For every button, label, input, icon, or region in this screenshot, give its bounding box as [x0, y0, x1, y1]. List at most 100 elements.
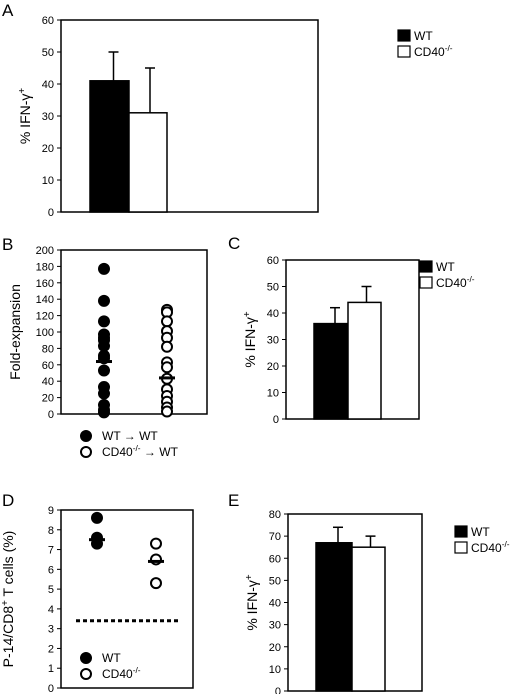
- y-tick-label: 80: [42, 343, 54, 355]
- y-tick-label: 7: [48, 545, 54, 557]
- legend-swatch: [454, 541, 468, 554]
- y-tick-label: 60: [42, 15, 54, 27]
- legend-label: CD40-/- → WT: [102, 443, 179, 459]
- y-tick-label: 6: [48, 564, 54, 576]
- legend-swatch: [397, 29, 411, 42]
- y-tick-label: 5: [48, 584, 54, 596]
- data-point: [98, 262, 110, 275]
- y-tick-label: 40: [42, 376, 54, 388]
- y-tick-label: 160: [36, 278, 54, 290]
- y-axis-label: Fold-expansion: [7, 284, 23, 380]
- y-tick-label: 20: [42, 393, 54, 405]
- legend-swatch: [397, 45, 411, 58]
- panel-letter-e: E: [228, 491, 239, 510]
- legend-swatch: [419, 276, 433, 289]
- y-tick-label: 0: [48, 207, 54, 219]
- y-tick-label: 180: [36, 261, 54, 273]
- y-tick-label: 10: [267, 388, 279, 400]
- data-point: [98, 294, 110, 307]
- y-tick-label: 10: [42, 175, 54, 187]
- y-tick-label: 40: [269, 598, 281, 610]
- bar-wt: [89, 80, 130, 213]
- legend-swatch: [419, 260, 433, 273]
- bar-cd40: [351, 546, 386, 692]
- y-tick-label: 40: [267, 308, 279, 320]
- legend-label: WT → WT: [102, 429, 158, 443]
- y-tick-label: 0: [275, 686, 281, 694]
- y-axis-label: % IFN-γ+: [17, 88, 34, 145]
- y-tick-label: 100: [36, 327, 54, 339]
- data-point: [150, 577, 162, 590]
- panel-letter-d: D: [2, 491, 14, 510]
- y-tick-label: 140: [36, 294, 54, 306]
- legend-label: CD40-/-: [414, 43, 453, 59]
- data-point: [161, 405, 173, 418]
- y-tick-label: 1: [48, 663, 54, 675]
- y-tick-label: 20: [267, 361, 279, 373]
- y-tick-label: 30: [267, 335, 279, 347]
- bar-wt: [313, 322, 349, 420]
- plot-frame: [60, 249, 208, 415]
- y-tick-label: 9: [48, 505, 54, 517]
- panel-letter-b: B: [2, 235, 13, 254]
- y-tick-label: 0: [48, 683, 54, 694]
- legend-label: CD40-/-: [471, 539, 510, 555]
- y-tick-label: 60: [42, 360, 54, 372]
- panel-d: D 0 1 2 3 4 5 6 7 8 9 P-14/CD8+ T cells (%) WTCD40-/…: [0, 491, 194, 694]
- y-tick-label: 60: [269, 553, 281, 565]
- legend-marker: [80, 668, 92, 680]
- data-point: [98, 406, 110, 419]
- y-axis-label: P-14/CD8+ T cells (%): [0, 531, 16, 668]
- legend-label: WT: [436, 260, 455, 274]
- legend-label: WT: [102, 651, 121, 665]
- data-point: [161, 315, 173, 328]
- y-tick-label: 3: [48, 624, 54, 636]
- y-tick-label: 60: [267, 255, 279, 267]
- data-point: [150, 537, 162, 550]
- legend-label: CD40-/-: [436, 274, 475, 290]
- legend-marker: [80, 652, 92, 664]
- data-point: [91, 511, 103, 524]
- y-tick-label: 30: [269, 620, 281, 632]
- panel-letter-a: A: [2, 1, 14, 20]
- bar-wt: [315, 542, 353, 692]
- y-tick-label: 50: [42, 47, 54, 59]
- y-tick-label: 40: [42, 79, 54, 91]
- y-tick-label: 8: [48, 525, 54, 537]
- y-tick-label: 200: [36, 245, 54, 257]
- panel-letter-c: C: [228, 234, 240, 253]
- legend-swatch: [454, 525, 468, 538]
- y-tick-label: 30: [42, 111, 54, 123]
- y-tick-label: 20: [269, 642, 281, 654]
- y-tick-label: 0: [48, 409, 54, 421]
- legend-label: WT: [471, 525, 490, 539]
- bar-cd40: [128, 112, 168, 213]
- plot-frame: [60, 509, 194, 689]
- bar-cd40: [347, 301, 382, 420]
- data-point: [98, 315, 110, 328]
- y-tick-label: 20: [42, 143, 54, 155]
- y-tick-label: 0: [273, 414, 279, 426]
- data-point: [161, 340, 173, 353]
- panel-b: B 0 20 40 60 80 100 120 140 160 180 200 Fold-expansi…: [2, 235, 208, 459]
- data-point: [98, 364, 110, 377]
- data-point: [98, 387, 110, 400]
- y-tick-label: 120: [36, 311, 54, 323]
- legend-label: CD40-/-: [102, 665, 141, 681]
- y-tick-label: 2: [48, 643, 54, 655]
- y-axis-label: % IFN-γ+: [244, 574, 261, 631]
- legend-marker: [80, 430, 92, 442]
- data-point: [161, 361, 173, 374]
- y-axis-label: % IFN-γ+: [242, 311, 259, 368]
- y-tick-label: 50: [269, 575, 281, 587]
- y-tick-label: 4: [48, 604, 54, 616]
- data-point: [150, 553, 162, 566]
- legend-marker: [80, 446, 92, 458]
- y-tick-label: 50: [267, 282, 279, 294]
- y-tick-label: 10: [269, 664, 281, 676]
- data-point: [98, 339, 110, 352]
